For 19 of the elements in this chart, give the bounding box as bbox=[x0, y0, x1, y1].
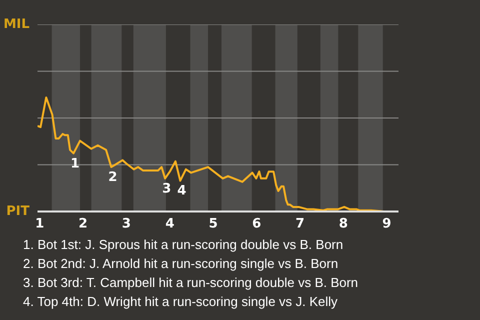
text: 3. Bot 3rd: T. Campbell hit a run-scoring double vs B. Born bbox=[23, 275, 358, 290]
annotation: 1 bbox=[70, 156, 80, 172]
annotation: 3 bbox=[162, 181, 172, 196]
annotation: 4 bbox=[177, 184, 186, 199]
x-tick-label: 5 bbox=[208, 216, 218, 232]
x-tick-label: 6 bbox=[252, 216, 262, 232]
x-tick-label: 1 bbox=[35, 216, 44, 232]
x-tick-label: 2 bbox=[78, 216, 88, 232]
annotation: 2 bbox=[108, 170, 118, 186]
x-tick-label: 4 bbox=[165, 216, 174, 232]
text: 2. Bot 2nd: J. Arnold hit a run-scoring single vs B. Born bbox=[23, 256, 338, 271]
x-tick-label: 3 bbox=[122, 216, 131, 232]
x-tick-label: 8 bbox=[338, 216, 348, 232]
x-tick-label: 7 bbox=[295, 216, 305, 232]
text: 4. Top 4th: D. Wright hit a run-scoring single vs J. Kelly bbox=[23, 294, 338, 309]
text: 1. Bot 1st: J. Sprous hit a run-scoring double vs B. Born bbox=[23, 237, 344, 252]
text: PIT bbox=[6, 204, 30, 219]
x-tick-label: 9 bbox=[382, 216, 392, 232]
text: MIL bbox=[3, 17, 30, 32]
